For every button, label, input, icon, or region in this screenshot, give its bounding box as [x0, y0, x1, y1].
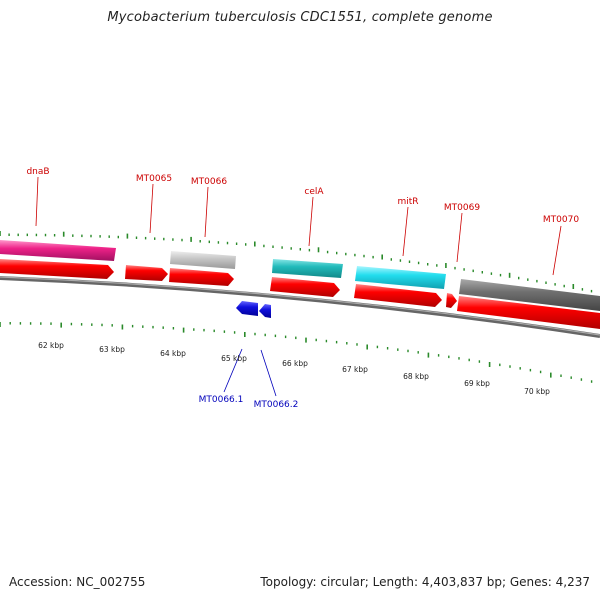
rna-arrow-MT0066-1[interactable]: [236, 301, 258, 316]
rna-arrow-MT0066-2[interactable]: [259, 304, 271, 318]
upper-tick-track: [0, 231, 593, 293]
kbp-label: 63 kbp: [99, 345, 125, 354]
genome-backbone: [0, 276, 600, 338]
cds-arrow-MT0066[interactable]: [169, 268, 234, 286]
kbp-label: 70 kbp: [524, 387, 550, 396]
kbp-label: 64 kbp: [160, 349, 186, 358]
gene-dnaB-feature[interactable]: [0, 240, 116, 261]
gene-MT0070-feature[interactable]: [459, 279, 600, 311]
cds-arrow-MT0070[interactable]: [457, 296, 600, 329]
cds-arrow-MT0069[interactable]: [446, 293, 457, 308]
accession-text: Accession: NC_002755: [9, 575, 146, 589]
gene-label-mitR: mitR: [397, 197, 418, 207]
gene-label-dnaB: dnaB: [26, 167, 49, 177]
gene-mitR-feature[interactable]: [355, 266, 446, 289]
cds-arrow-dnaB[interactable]: [0, 259, 114, 279]
rna-label-MT0066-2: MT0066.2: [254, 400, 299, 410]
cds-arrow-mitR[interactable]: [354, 284, 442, 307]
kbp-label: 68 kbp: [403, 372, 429, 381]
kbp-label: 69 kbp: [464, 379, 490, 388]
rna-label-MT0066-1: MT0066.1: [199, 395, 244, 405]
map-title: Mycobacterium tuberculosis CDC1551, comp…: [107, 10, 493, 25]
gene-celA-feature[interactable]: [272, 259, 343, 278]
kbp-label: 67 kbp: [342, 365, 368, 374]
gene-label-celA: celA: [304, 187, 324, 197]
lower-tick-track: [0, 322, 593, 383]
kbp-label: 65 kbp: [221, 354, 247, 363]
gene-label-MT0066: MT0066: [191, 177, 227, 187]
gene-MT0066-feature[interactable]: [170, 251, 236, 269]
kbp-label: 66 kbp: [282, 359, 308, 368]
topology-summary: Topology: circular; Length: 4,403,837 bp…: [260, 575, 590, 589]
gene-label-MT0069: MT0069: [444, 203, 480, 213]
cds-arrow-celA[interactable]: [270, 277, 340, 297]
gene-label-MT0070: MT0070: [543, 215, 579, 225]
kbp-label: 62 kbp: [38, 341, 64, 350]
gene-label-MT0065: MT0065: [136, 174, 172, 184]
cds-arrow-MT0065[interactable]: [125, 265, 168, 281]
